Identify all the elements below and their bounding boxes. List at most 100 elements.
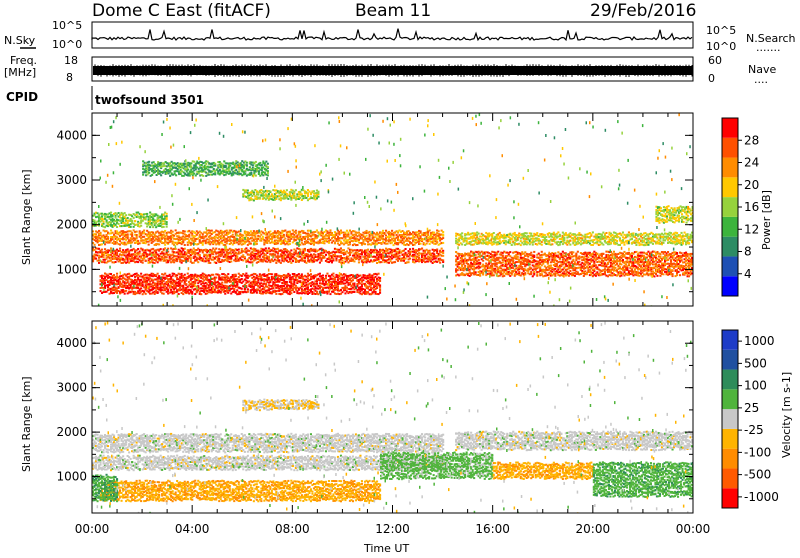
heatmap-cell: [251, 273, 254, 276]
heatmap-cell: [267, 235, 270, 238]
heatmap-cell: [150, 278, 153, 281]
heatmap-cell: [303, 278, 306, 281]
heatmap-cell: [314, 293, 317, 295]
heatmap-cell: [249, 242, 252, 245]
heatmap-cell: [359, 279, 362, 282]
heatmap-cell: [407, 236, 410, 239]
heatmap-cell: [401, 233, 404, 236]
heatmap-cell: [242, 291, 245, 294]
heatmap-cell: [323, 249, 326, 252]
heatmap-cell: [374, 292, 377, 295]
heatmap-cell: [245, 284, 248, 287]
heatmap-cell: [155, 291, 158, 294]
heatmap-cell: [140, 239, 143, 242]
heatmap-cell: [524, 234, 527, 237]
heatmap-cell: [318, 285, 321, 288]
heatmap-cell: [147, 249, 150, 252]
heatmap-cell: [209, 256, 212, 259]
heatmap-cell: [186, 235, 189, 238]
heatmap-cell: [180, 252, 183, 255]
heatmap-cell: [287, 243, 290, 246]
heatmap-cell: [419, 235, 422, 238]
heatmap-cell: [440, 229, 443, 232]
heatmap-cell: [474, 239, 477, 242]
heatmap-cell: [533, 240, 536, 243]
heatmap-cell: [330, 261, 333, 264]
heatmap-cell: [246, 276, 249, 279]
heatmap-cell: [152, 285, 155, 287]
noise-tick-low: 10^0: [52, 38, 82, 51]
heatmap-cell: [285, 289, 288, 292]
heatmap-cell: [465, 233, 468, 236]
nsearch-label: N.Search: [746, 32, 796, 45]
heatmap-cell: [135, 230, 138, 233]
heatmap-cell: [134, 255, 137, 258]
heatmap-cell: [608, 231, 611, 234]
heatmap-cell: [104, 251, 107, 254]
heatmap-cell: [98, 259, 101, 262]
heatmap-cell: [689, 235, 692, 238]
heatmap-cell: [339, 258, 342, 261]
heatmap-cell: [510, 237, 513, 240]
heatmap-cell: [207, 278, 210, 281]
heatmap-cell: [239, 287, 242, 290]
heatmap-cell: [653, 236, 656, 239]
heatmap-cell: [221, 236, 224, 239]
heatmap-cell: [488, 241, 491, 244]
heatmap-cell: [272, 232, 275, 234]
heatmap-cell: [227, 253, 230, 256]
heatmap-cell: [364, 292, 367, 295]
heatmap-cell: [296, 259, 299, 262]
heatmap-cell: [186, 285, 189, 288]
heatmap-cell: [263, 257, 266, 259]
heatmap-cell: [233, 238, 236, 241]
heatmap-cell: [125, 236, 128, 239]
heatmap-cell: [282, 255, 285, 258]
heatmap-cell: [177, 293, 180, 295]
heatmap-cell: [155, 251, 158, 254]
heatmap-cell: [497, 241, 500, 243]
heatmap-cell: [329, 254, 332, 257]
heatmap-cell: [421, 238, 424, 240]
heatmap-cell: [368, 282, 371, 285]
heatmap-cell: [297, 237, 300, 240]
heatmap-cell: [264, 260, 267, 263]
heatmap-cell: [671, 233, 674, 236]
heatmap-cell: [170, 257, 173, 260]
heatmap-cell: [161, 237, 164, 240]
noise-tick-low-right: 10^0: [706, 40, 736, 53]
heatmap-cell: [143, 254, 146, 257]
heatmap-cell: [434, 260, 437, 263]
heatmap-cell: [107, 231, 110, 234]
heatmap-cell: [155, 257, 158, 260]
heatmap-cell: [357, 255, 360, 258]
heatmap-cell: [116, 287, 119, 290]
heatmap-cell: [116, 290, 119, 292]
heatmap-cell: [126, 276, 129, 279]
heatmap-cell: [365, 259, 368, 262]
heatmap-cell: [614, 239, 617, 241]
heatmap-cell: [623, 233, 626, 236]
heatmap-cell: [203, 276, 206, 279]
heatmap-cell: [182, 248, 185, 250]
heatmap-cell: [287, 240, 290, 243]
heatmap-cell: [239, 257, 242, 260]
heatmap-cell: [95, 237, 98, 240]
heatmap-cell: [209, 261, 212, 264]
heatmap-cell: [680, 241, 683, 244]
heatmap-cell: [288, 236, 291, 239]
heatmap-cell: [252, 230, 255, 233]
heatmap-cell: [150, 256, 153, 259]
heatmap-cell: [686, 236, 689, 239]
heatmap-cell: [197, 253, 200, 256]
heatmap-cell: [491, 243, 494, 246]
heatmap-cell: [107, 276, 110, 279]
heatmap-cell: [303, 281, 306, 284]
heatmap-cell: [371, 291, 374, 294]
heatmap-cell: [284, 243, 287, 246]
heatmap-cell: [341, 251, 344, 254]
heatmap-cell: [347, 261, 350, 264]
heatmap-cell: [243, 242, 246, 245]
heatmap-cell: [315, 235, 318, 237]
heatmap-cell: [294, 242, 297, 245]
